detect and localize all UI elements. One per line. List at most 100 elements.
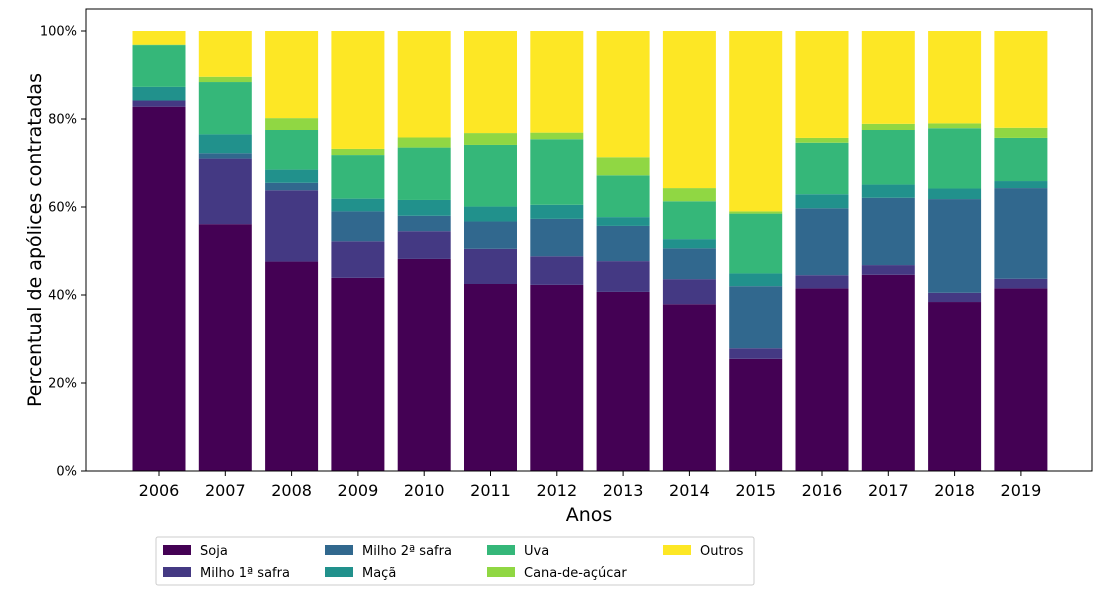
x-axis-title: Anos — [566, 504, 613, 526]
bar-segment-2014-series-1 — [663, 279, 716, 304]
bar-segment-2013-series-6 — [597, 31, 650, 157]
legend-label: Milho 1ª safra — [200, 566, 290, 581]
bar-segment-2010-series-2 — [398, 216, 451, 231]
x-tick-label: 2008 — [271, 481, 312, 500]
bar-segment-2008-series-2 — [265, 183, 318, 190]
bar-segment-2009-series-2 — [331, 211, 384, 241]
bar-segment-2012-series-3 — [530, 205, 583, 219]
bar-segment-2015-series-1 — [729, 348, 782, 359]
bar-segment-2016-series-1 — [796, 275, 849, 288]
y-tick-label: 80% — [48, 113, 77, 128]
bar-segment-2018-series-3 — [928, 189, 981, 200]
bar-segment-2013-series-4 — [597, 175, 650, 217]
y-tick-label: 60% — [48, 201, 77, 216]
bar-segment-2016-series-2 — [796, 208, 849, 275]
bar-segment-2011-series-3 — [464, 207, 517, 222]
bar-segment-2014-series-3 — [663, 239, 716, 248]
legend-label: Maçã — [362, 566, 396, 581]
bar-segment-2009-series-0 — [331, 278, 384, 471]
y-tick-label: 0% — [56, 465, 77, 480]
bar-segment-2007-series-1 — [199, 159, 252, 225]
bar-segment-2008-series-4 — [265, 130, 318, 170]
bar-segment-2018-series-6 — [928, 31, 981, 123]
bar-segment-2015-series-3 — [729, 273, 782, 286]
bar-segment-2017-series-2 — [862, 198, 915, 265]
y-tick-label: 20% — [48, 377, 77, 392]
bar-segment-2007-series-3 — [199, 134, 252, 153]
bar-segment-2018-series-0 — [928, 302, 981, 471]
bar-segment-2012-series-2 — [530, 219, 583, 256]
bar-segment-2019-series-1 — [994, 279, 1047, 289]
bar-segment-2013-series-2 — [597, 226, 650, 261]
bar-segment-2010-series-3 — [398, 200, 451, 216]
bar-segment-2011-series-0 — [464, 284, 517, 471]
bar-segment-2016-series-3 — [796, 194, 849, 208]
bar-segment-2015-series-6 — [729, 31, 782, 211]
bar-segment-2013-series-3 — [597, 217, 650, 226]
legend-swatch — [487, 545, 515, 555]
legend-swatch — [163, 545, 191, 555]
bar-segment-2009-series-5 — [331, 149, 384, 155]
bar-segment-2011-series-6 — [464, 31, 517, 133]
legend-swatch — [325, 567, 353, 577]
bar-segment-2011-series-5 — [464, 133, 517, 145]
x-tick-label: 2011 — [470, 481, 511, 500]
x-tick-label: 2006 — [139, 481, 180, 500]
bar-segment-2008-series-0 — [265, 262, 318, 471]
bar-segment-2014-series-4 — [663, 201, 716, 239]
bar-segment-2012-series-5 — [530, 133, 583, 140]
bar-segment-2018-series-4 — [928, 128, 981, 188]
bar-segment-2016-series-6 — [796, 31, 849, 138]
bar-segment-2007-series-5 — [199, 77, 252, 82]
bar-segment-2017-series-3 — [862, 185, 915, 198]
legend-label: Uva — [524, 544, 549, 559]
bar-segment-2012-series-1 — [530, 256, 583, 285]
x-tick-label: 2015 — [735, 481, 776, 500]
bar-segment-2019-series-2 — [994, 188, 1047, 279]
bar-segment-2007-series-2 — [199, 153, 252, 158]
bar-segment-2016-series-5 — [796, 138, 849, 143]
legend-swatch — [663, 545, 691, 555]
x-tick-label: 2012 — [536, 481, 577, 500]
y-tick-label: 100% — [40, 25, 77, 40]
bar-segment-2006-series-4 — [133, 45, 186, 87]
bar-segment-2009-series-6 — [331, 31, 384, 149]
bar-segment-2009-series-3 — [331, 199, 384, 212]
bar-segment-2019-series-4 — [994, 138, 1047, 181]
x-tick-label: 2009 — [338, 481, 379, 500]
bar-segment-2015-series-0 — [729, 359, 782, 471]
bar-segment-2017-series-5 — [862, 124, 915, 130]
x-tick-label: 2013 — [603, 481, 644, 500]
bar-segment-2014-series-0 — [663, 304, 716, 471]
bar-segment-2011-series-2 — [464, 222, 517, 249]
legend-swatch — [487, 567, 515, 577]
bar-segment-2013-series-0 — [597, 292, 650, 471]
y-axis-title: Percentual de apólices contratadas — [24, 73, 46, 407]
bar-segment-2018-series-2 — [928, 199, 981, 293]
bar-segment-2015-series-5 — [729, 211, 782, 213]
bar-segment-2014-series-2 — [663, 248, 716, 279]
legend-label: Soja — [200, 544, 228, 559]
x-tick-label: 2019 — [1001, 481, 1042, 500]
bar-segment-2011-series-4 — [464, 145, 517, 207]
bars-layer — [133, 31, 1048, 471]
bar-segment-2014-series-5 — [663, 188, 716, 201]
bar-segment-2010-series-5 — [398, 137, 451, 147]
bar-segment-2017-series-0 — [862, 275, 915, 471]
bar-segment-2019-series-6 — [994, 31, 1047, 128]
bar-segment-2008-series-1 — [265, 190, 318, 261]
x-tick-label: 2010 — [404, 481, 445, 500]
x-tick-label: 2016 — [802, 481, 843, 500]
bar-segment-2017-series-6 — [862, 31, 915, 124]
bar-segment-2011-series-1 — [464, 249, 517, 284]
bar-segment-2010-series-6 — [398, 31, 451, 137]
bar-segment-2016-series-4 — [796, 143, 849, 194]
legend-label: Milho 2ª safra — [362, 544, 452, 559]
bar-segment-2018-series-5 — [928, 123, 981, 128]
bar-segment-2010-series-1 — [398, 231, 451, 259]
bar-segment-2016-series-0 — [796, 288, 849, 471]
